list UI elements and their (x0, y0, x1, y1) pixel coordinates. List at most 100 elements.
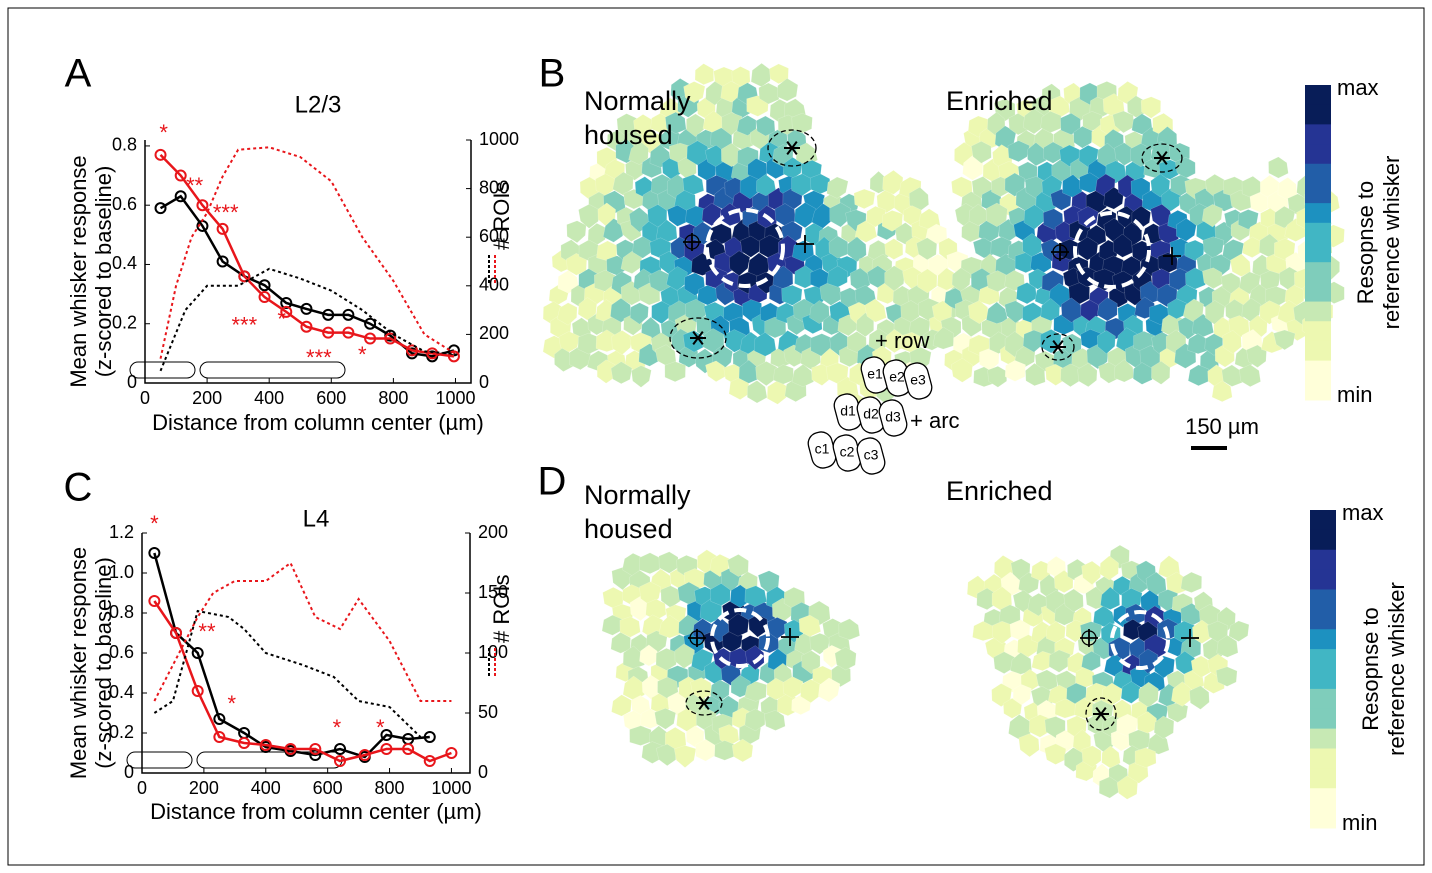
map-cell (647, 204, 668, 228)
map-cell (667, 205, 688, 227)
map-cell (577, 297, 597, 321)
panel-label: B (539, 52, 566, 96)
map-cell (951, 176, 973, 198)
map-cell (1010, 652, 1032, 675)
data-point (216, 222, 229, 235)
axis-line (144, 140, 472, 384)
data-point (284, 743, 297, 755)
map-cell (1140, 96, 1161, 119)
x-tick-label: 800 (378, 388, 408, 408)
whisker-label: e2 (889, 369, 905, 385)
colorbar-step (1310, 529, 1336, 551)
significance-mark: *** (306, 345, 332, 370)
colorbar-step (1305, 340, 1331, 362)
map-cell (932, 326, 954, 350)
y-axis-label: Mean whisker response (66, 155, 91, 387)
map-cell (1134, 747, 1157, 768)
map-cell (1004, 300, 1026, 324)
y-axis-label: (z-scored to baseline) (91, 557, 116, 769)
map-cell (1180, 571, 1202, 593)
map-cell (1202, 267, 1224, 289)
colorbar-step (1305, 144, 1331, 165)
map-cell (1043, 141, 1063, 164)
data-point (423, 755, 436, 767)
colorbar-step (1310, 788, 1336, 809)
whisker-marker (781, 628, 799, 646)
data-point (148, 547, 161, 559)
data-point (238, 737, 251, 749)
map-cell (985, 202, 1008, 227)
map-cell (1060, 113, 1081, 135)
map-cell (610, 298, 632, 323)
data-point (280, 296, 293, 309)
y-tick-label: 0.2 (112, 312, 137, 332)
colorbar-label: reference whisker (1384, 582, 1409, 756)
significance-mark: ** (186, 173, 204, 198)
maps (542, 63, 1345, 800)
x-tick-label: 0 (140, 388, 150, 408)
map-cell (1153, 715, 1175, 739)
data-point (406, 344, 419, 357)
colorbar-step (1305, 203, 1331, 224)
whisker-marker (796, 235, 814, 253)
map-cell (853, 188, 876, 209)
map-cell (1130, 143, 1152, 167)
map-cell (736, 115, 757, 136)
colorbar-step (1305, 281, 1331, 303)
whisker-label: e1 (867, 366, 883, 382)
map-cell (847, 236, 867, 262)
colorbar-step (1305, 222, 1331, 243)
map-cell (1043, 208, 1064, 230)
data-point (423, 731, 436, 743)
significance-mark: * (376, 715, 385, 740)
data-point (364, 317, 377, 330)
neighbor-marker (1154, 151, 1170, 165)
y2-tick-label: 100 (478, 642, 508, 662)
colorbar-step (1310, 589, 1336, 610)
data-point (216, 255, 229, 268)
data-point (258, 279, 271, 292)
map-cell (1077, 362, 1098, 387)
map-cell (628, 140, 649, 165)
colorbar-step (1310, 569, 1336, 590)
data-point (300, 302, 313, 315)
map-cell (1025, 363, 1046, 386)
y-tick-label: 0.4 (109, 682, 134, 702)
x-axis-label: Distance from column center (µm) (152, 410, 484, 435)
map-cell (881, 210, 903, 232)
map-cell (1063, 588, 1084, 613)
significance-mark: * (227, 691, 236, 716)
map-cell (809, 300, 830, 324)
map-title: Normally (584, 480, 691, 510)
column-circle (1110, 610, 1170, 670)
panel-label: C (64, 466, 93, 510)
x-tick-label: 600 (316, 388, 346, 408)
data-point (213, 731, 226, 743)
whisker-label: c1 (815, 441, 830, 457)
x-tick-label: 400 (254, 388, 284, 408)
map-cell (991, 683, 1012, 707)
whisker-marker (1181, 629, 1199, 647)
map-cell (1082, 111, 1103, 131)
x-tick-label: 200 (189, 778, 219, 798)
whisker-marker (1080, 629, 1098, 647)
map-cell (748, 614, 768, 638)
map-cell (791, 113, 813, 134)
map-cell (1076, 236, 1099, 261)
map-cell (566, 220, 587, 243)
whisker-label: c3 (864, 447, 879, 463)
data-point (445, 747, 458, 759)
map-cell (1007, 140, 1030, 162)
neighbor-marker (1050, 340, 1066, 354)
map-cell (732, 738, 754, 763)
data-point (258, 291, 271, 304)
neighbor-marker (1093, 707, 1109, 721)
map-cell (1273, 329, 1296, 351)
colorbar-step (1305, 183, 1331, 204)
map-cell (674, 745, 697, 768)
map-cell (632, 236, 653, 259)
data-point (174, 190, 187, 203)
map-cell (798, 614, 821, 637)
y-tick-label: 0.8 (109, 602, 134, 622)
colorbar-step (1305, 124, 1331, 145)
